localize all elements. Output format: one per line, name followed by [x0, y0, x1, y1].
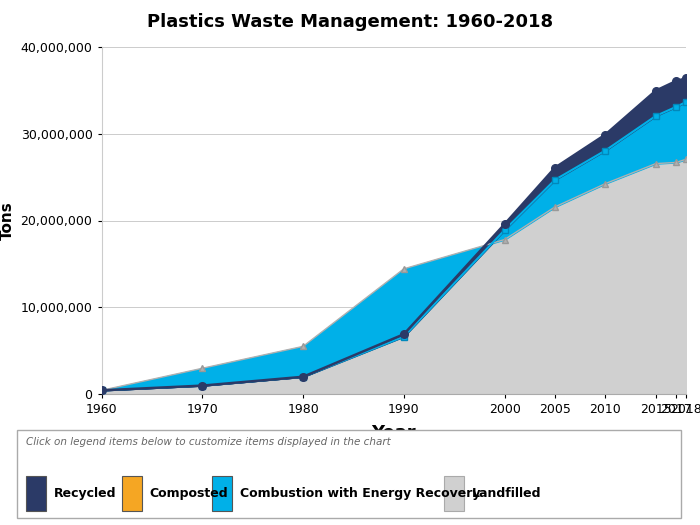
Bar	[26, 476, 46, 510]
X-axis label: Year: Year	[372, 424, 416, 442]
FancyBboxPatch shape	[18, 429, 681, 518]
Text: Composted: Composted	[150, 487, 228, 500]
Text: Landfilled: Landfilled	[473, 487, 542, 500]
Bar	[122, 476, 141, 510]
Text: Recycled: Recycled	[55, 487, 117, 500]
Text: Plastics Waste Management: 1960-2018: Plastics Waste Management: 1960-2018	[147, 13, 553, 31]
Bar	[212, 476, 232, 510]
Bar	[444, 476, 464, 510]
Text: Combustion with Energy Recovery: Combustion with Energy Recovery	[241, 487, 481, 500]
Text: Click on legend items below to customize items displayed in the chart: Click on legend items below to customize…	[26, 437, 391, 447]
Y-axis label: Tons: Tons	[0, 201, 15, 240]
